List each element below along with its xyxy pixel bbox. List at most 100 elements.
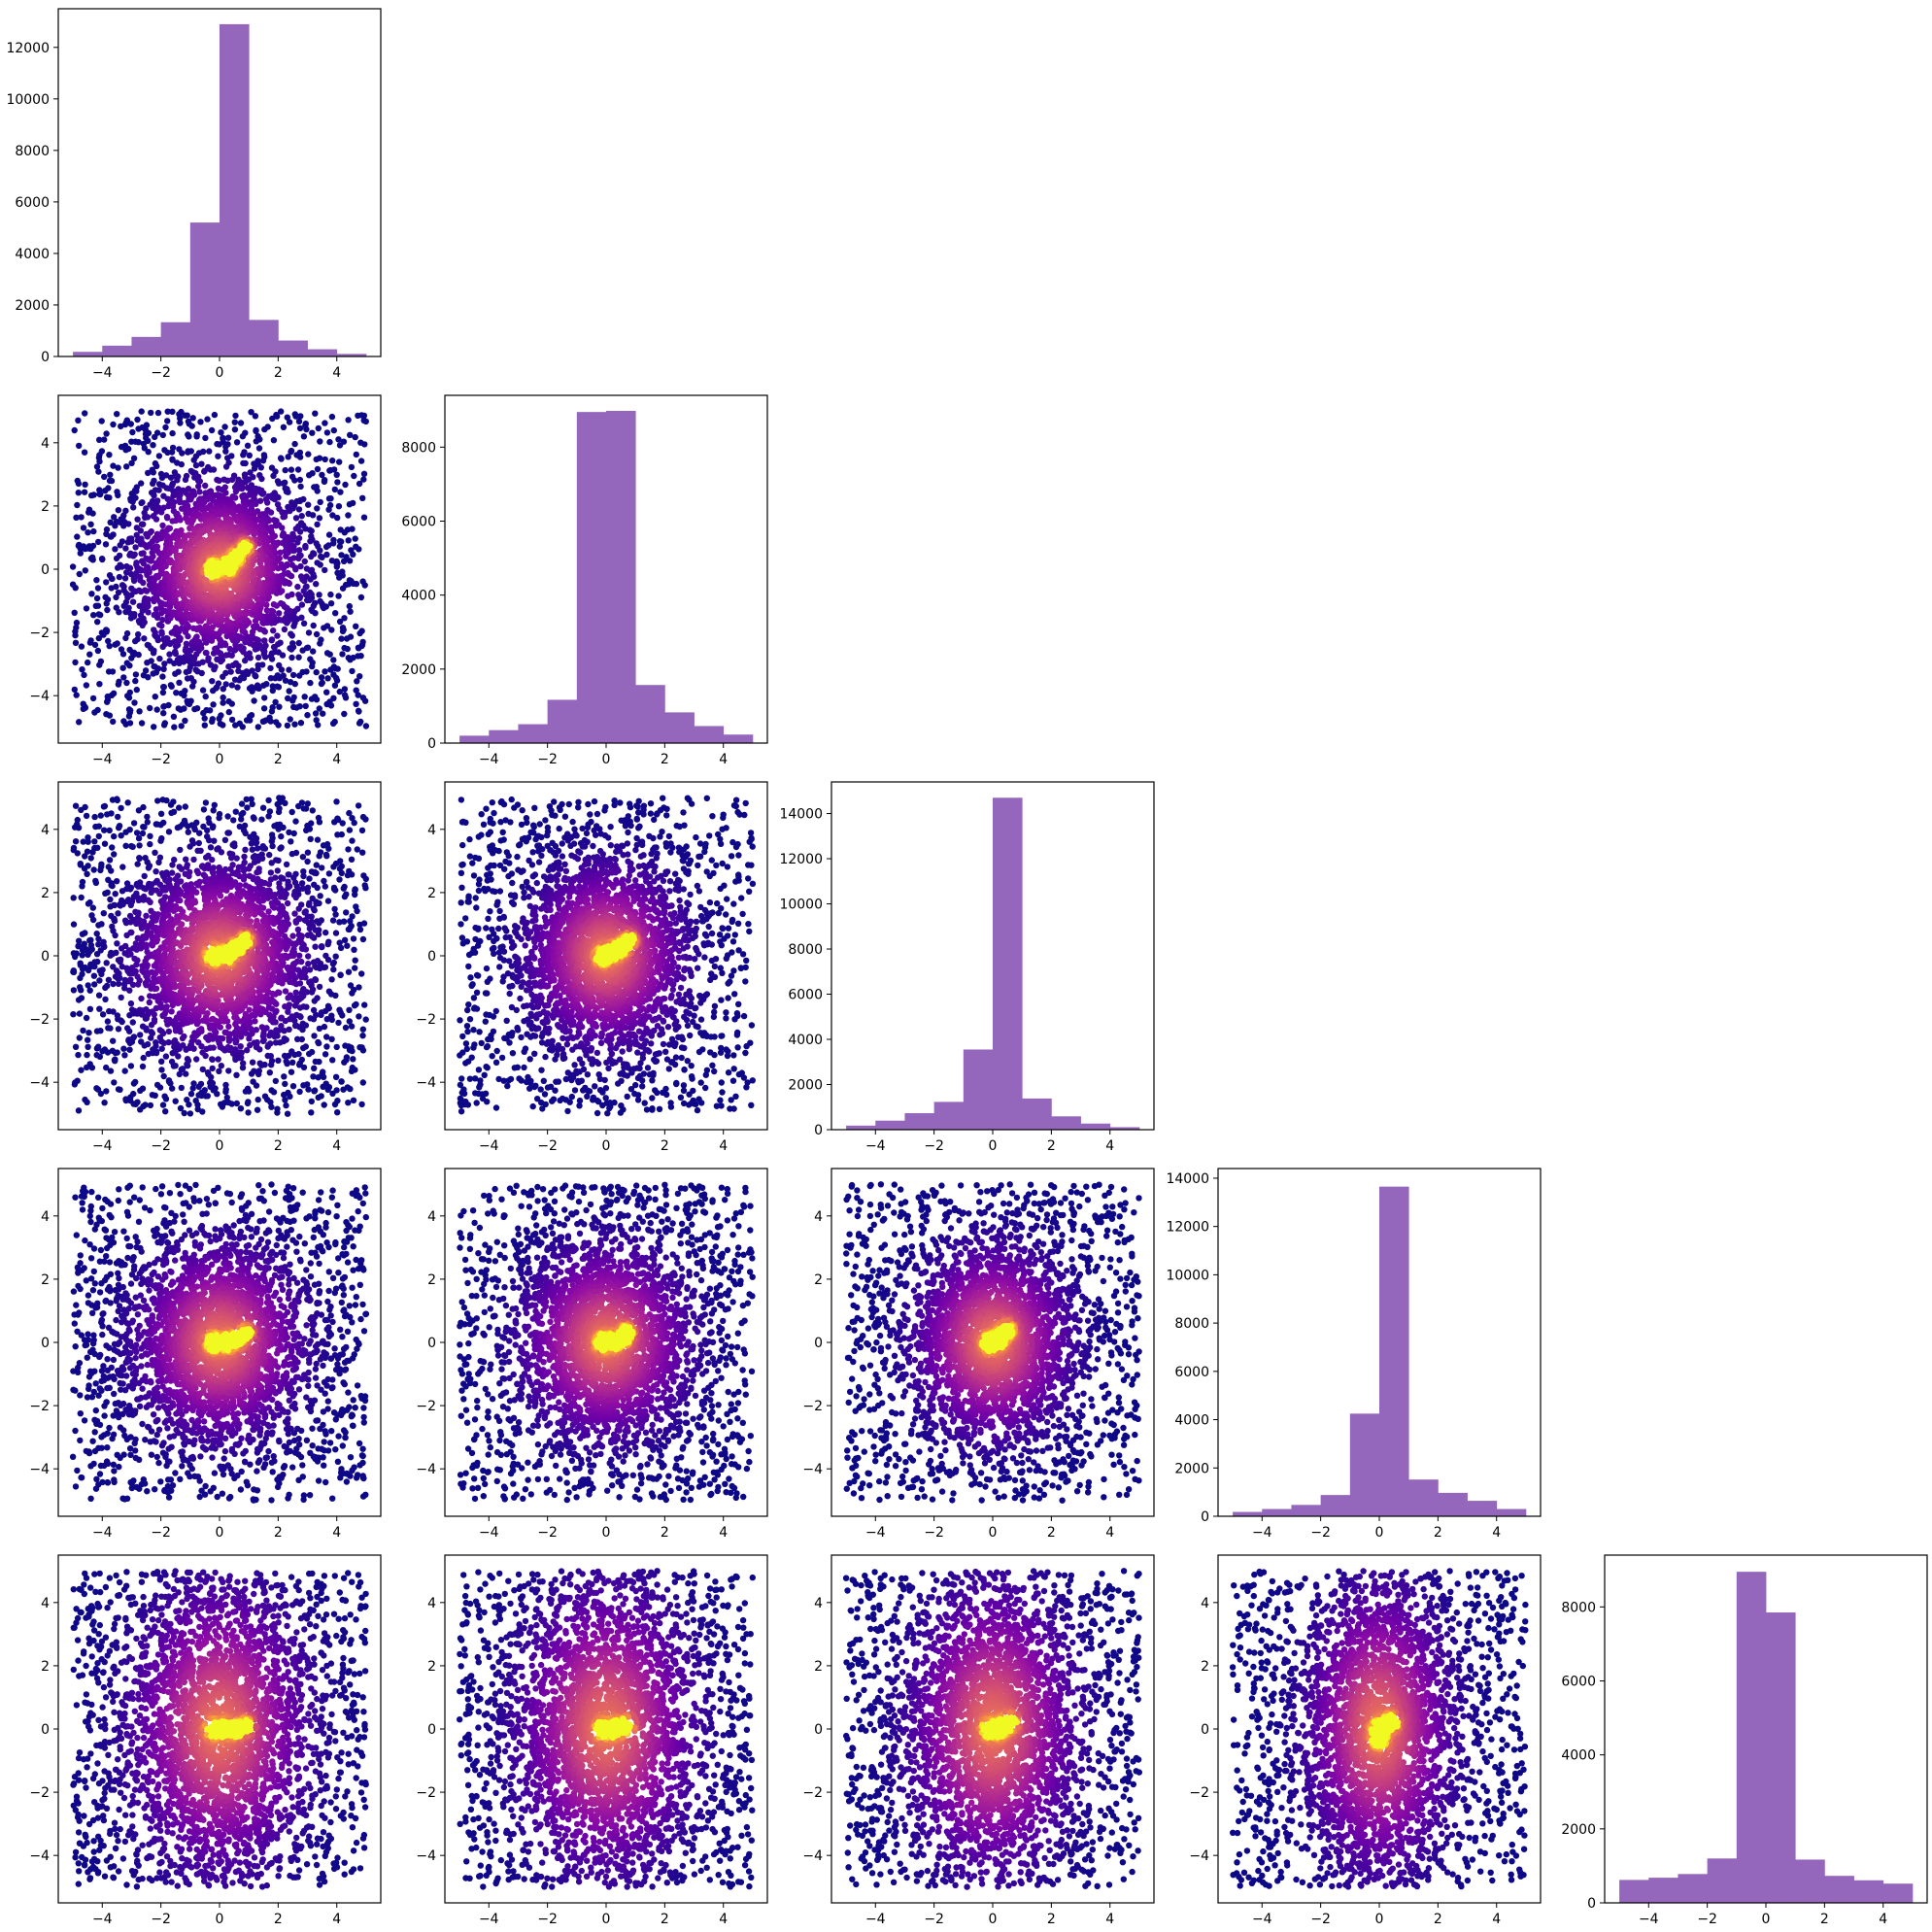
scatter-point (76, 719, 83, 726)
scatter-point (357, 593, 365, 601)
scatter-point (322, 1080, 329, 1087)
scatter-point (162, 1053, 170, 1060)
scatter-point (304, 932, 312, 938)
scatter-point (81, 940, 88, 947)
scatter-point (95, 832, 103, 840)
scatter-point (197, 419, 204, 425)
scatter-point (300, 1082, 307, 1089)
scatter-point (161, 1093, 168, 1100)
scatter-point (289, 1059, 296, 1067)
scatter-point (255, 445, 263, 452)
scatter-point (119, 1018, 125, 1026)
scatter-point (350, 935, 357, 942)
scatter-point (359, 935, 367, 943)
y-tick-label: 4000 (15, 247, 50, 262)
scatter-point (269, 415, 276, 423)
scatter-point (237, 1043, 244, 1050)
scatter-point (140, 615, 147, 622)
scatter-point (333, 471, 340, 478)
scatter-point (193, 633, 200, 640)
scatter-point (164, 449, 171, 457)
scatter-point (129, 1019, 136, 1026)
scatter-point (151, 647, 157, 654)
scatter-point (147, 840, 153, 848)
scatter-point (255, 1068, 262, 1074)
scatter-point (82, 1096, 88, 1103)
scatter-point (94, 1086, 102, 1093)
scatter-point (286, 666, 292, 673)
scatter-point (183, 856, 189, 863)
scatter-point (354, 678, 360, 685)
scatter-point (305, 501, 312, 508)
scatter-point (166, 651, 173, 658)
scatter-point (176, 804, 183, 811)
scatter-point (358, 827, 366, 834)
y-tick-label: 2 (41, 499, 50, 515)
scatter-point (307, 1015, 314, 1022)
scatter-point (327, 600, 335, 607)
scatter-point (106, 712, 114, 719)
scatter-point (110, 421, 117, 428)
scatter-point (114, 878, 120, 885)
scatter-point (254, 845, 261, 852)
scatter-point (189, 415, 196, 422)
scatter-point (159, 616, 166, 624)
scatter-point (319, 864, 325, 871)
scatter-point (159, 522, 166, 529)
scatter-point (95, 941, 102, 948)
scatter-point (263, 681, 270, 688)
scatter-point (124, 1025, 131, 1032)
scatter-point (82, 803, 88, 811)
y-tick-label: 0 (41, 562, 50, 578)
scatter-point (261, 695, 268, 701)
scatter-point (117, 1086, 123, 1094)
scatter-point (208, 426, 216, 434)
scatter-point (171, 1036, 179, 1044)
scatter-point (231, 419, 238, 425)
scatter-point (146, 567, 153, 575)
scatter-point (211, 411, 219, 419)
scatter-point (325, 988, 333, 995)
scatter-point (153, 1004, 160, 1012)
scatter-point (341, 644, 348, 652)
scatter-point (259, 491, 266, 497)
scatter-point (338, 1078, 345, 1085)
scatter-point (112, 1056, 119, 1063)
scatter-point (274, 1105, 281, 1112)
x-tick-label: −4 (92, 752, 113, 767)
scatter-point (353, 623, 359, 629)
scatter-point (142, 667, 150, 674)
scatter-point (86, 898, 93, 906)
scatter-point (355, 802, 362, 809)
scatter-point (115, 464, 121, 471)
scatter-point (269, 704, 276, 711)
scatter-point (93, 577, 100, 584)
scatter-point (251, 1068, 257, 1074)
scatter-point (157, 810, 165, 817)
scatter-point (116, 573, 123, 581)
scatter-point (74, 1077, 81, 1084)
scatter-point (251, 623, 257, 630)
scatter-point (250, 854, 257, 861)
scatter-point (160, 1039, 167, 1047)
scatter-point (217, 720, 223, 728)
scatter-point (69, 563, 77, 570)
scatter-point (244, 1047, 251, 1054)
scatter-point (204, 1068, 212, 1076)
scatter-point (279, 539, 287, 547)
scatter-point (313, 862, 320, 868)
scatter-point (246, 650, 253, 657)
scatter-point (91, 641, 99, 649)
scatter-point (325, 495, 333, 502)
scatter-point (134, 635, 141, 643)
scatter-point (356, 926, 364, 933)
scatter-point (106, 642, 113, 650)
scatter-point (346, 809, 353, 817)
scatter-point (96, 977, 103, 984)
scatter-point (319, 471, 325, 479)
scatter-point (115, 1026, 122, 1033)
scatter-point (114, 411, 120, 418)
scatter-point (232, 660, 240, 666)
scatter-point (334, 479, 341, 486)
